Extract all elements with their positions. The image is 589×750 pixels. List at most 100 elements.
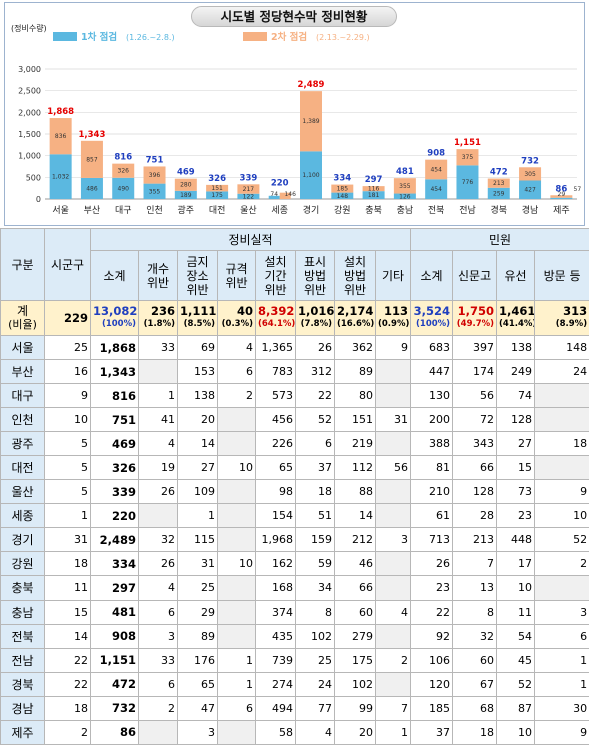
table-row: 광주 5 469 4 14 226 6 219 388 343 27 18 — [0, 431, 589, 457]
row-cell: 908 — [90, 623, 139, 649]
row-cell: 26 — [410, 551, 454, 577]
total-label: 계 (비율) — [0, 300, 45, 336]
bar-series2 — [112, 163, 135, 178]
row-cell: 60 — [452, 647, 498, 673]
bar-series1 — [487, 187, 510, 199]
row-sigungu: 14 — [44, 623, 91, 649]
x-tick-label: 서울 — [52, 205, 69, 216]
row-cell: 88 — [334, 479, 376, 505]
total-cell: 8,392 (64.1%) — [255, 300, 296, 336]
row-cell: 153 — [177, 359, 218, 385]
bar-total-label: 908 — [427, 149, 445, 159]
row-sigungu: 11 — [44, 575, 91, 601]
row-cell: 732 — [90, 695, 139, 721]
row-cell: 362 — [334, 334, 376, 361]
bar-series1 — [174, 190, 197, 199]
row-cell: 52 — [534, 527, 589, 553]
row-cell: 8 — [452, 599, 498, 625]
y-axis-label: (정비수량) — [11, 23, 47, 33]
row-cell: 388 — [410, 431, 454, 457]
row-cell: 45 — [496, 647, 536, 673]
row-cell: 52 — [295, 407, 335, 433]
row-sigungu: 10 — [44, 407, 91, 433]
row-cell: 29 — [177, 599, 218, 625]
x-tick-label: 충남 — [397, 205, 414, 216]
y-tick-label: 1,000 — [18, 152, 41, 161]
row-cell — [374, 431, 412, 457]
row-cell: 751 — [90, 407, 139, 433]
row-cell: 72 — [452, 407, 498, 433]
header-complaint-1: 신문고 — [452, 250, 498, 301]
row-cell: 66 — [334, 575, 376, 601]
row-cell: 2 — [374, 647, 412, 673]
row-cell: 65 — [177, 671, 218, 697]
header-complaint-3: 방문 등 — [534, 250, 589, 301]
total-rate: (16.6%) — [337, 319, 375, 329]
total-value: 113 — [384, 304, 409, 318]
row-cell: 80 — [334, 383, 376, 409]
table-row: 강원 18 334 26 31 10 162 59 46 26 7 17 2 — [0, 551, 589, 577]
row-cell: 24 — [295, 671, 335, 697]
row-cell: 128 — [452, 479, 498, 505]
row-region: 충남 — [0, 599, 45, 625]
total-rate: (0.3%) — [221, 319, 253, 329]
bar-value-series2: 396 — [149, 172, 161, 179]
y-tick-label: 2,000 — [18, 108, 41, 117]
row-sigungu: 15 — [44, 599, 91, 625]
bar-total-label: 481 — [396, 167, 414, 177]
bar-series2 — [237, 184, 260, 194]
header-fix-1: 개수 위반 — [138, 250, 178, 301]
bar-value-series2: 305 — [524, 171, 536, 178]
bar-value-series2: 454 — [430, 166, 442, 173]
row-cell: 89 — [334, 359, 376, 385]
table-row: 경기 31 2,489 32 115 1,968 159 212 3 713 213 448 52 — [0, 527, 589, 553]
row-cell — [138, 359, 178, 385]
row-cell: 17 — [496, 551, 536, 577]
stats-table-panel: 구분 시군구 정비실적 민원 소계 개수 위반 금지 장소 위반 규격 위반 설치 기간… — [0, 228, 589, 745]
row-cell: 573 — [255, 383, 296, 409]
legend-swatch — [53, 32, 77, 41]
total-cell: 1,111 (8.5%) — [177, 300, 218, 336]
total-cell: 1,461 (41.4%) — [496, 300, 536, 336]
row-cell: 20 — [177, 407, 218, 433]
bar-total-label: 1,151 — [454, 138, 481, 148]
row-cell: 65 — [255, 455, 296, 481]
bar-value-series1: 175 — [211, 192, 223, 199]
row-cell: 2,489 — [90, 527, 139, 553]
row-cell: 14 — [177, 431, 218, 457]
row-cell: 32 — [138, 527, 178, 553]
bar-series1 — [80, 177, 103, 199]
total-rate: (49.7%) — [456, 319, 495, 329]
row-region: 강원 — [0, 551, 45, 577]
total-rate: (64.1%) — [258, 319, 296, 329]
bar-value-series2: 836 — [55, 133, 67, 140]
bar-value-series1: 355 — [149, 188, 161, 195]
row-cell: 456 — [255, 407, 296, 433]
row-cell: 31 — [374, 407, 412, 433]
row-sigungu: 5 — [44, 431, 91, 457]
row-cell: 66 — [452, 455, 498, 481]
total-cell: 13,082 (100%) — [90, 300, 139, 336]
x-tick-label: 인천 — [146, 205, 163, 216]
row-region: 서울 — [0, 334, 45, 361]
row-cell: 7 — [452, 551, 498, 577]
row-sigungu: 5 — [44, 479, 91, 505]
bar-series2 — [143, 166, 166, 184]
bar-value-series2: 280 — [180, 182, 192, 189]
x-tick-label: 광주 — [178, 204, 195, 216]
row-cell — [374, 503, 412, 529]
row-cell: 448 — [496, 527, 536, 553]
row-cell: 54 — [496, 623, 536, 649]
bar-value-series1: 486 — [86, 185, 98, 192]
row-region: 대구 — [0, 383, 45, 409]
table-row: 경남 18 732 2 47 6 494 77 99 7 185 68 87 30 — [0, 695, 589, 721]
row-cell: 59 — [295, 551, 335, 577]
bar-value-series2: 1,389 — [302, 118, 319, 125]
bar-value-series1: 1,032 — [52, 174, 69, 181]
bar-total-label: 339 — [240, 173, 258, 183]
row-sigungu: 18 — [44, 551, 91, 577]
row-cell — [217, 479, 256, 505]
row-cell: 212 — [334, 527, 376, 553]
row-cell: 3 — [374, 527, 412, 553]
total-value: 8,392 — [258, 304, 295, 318]
